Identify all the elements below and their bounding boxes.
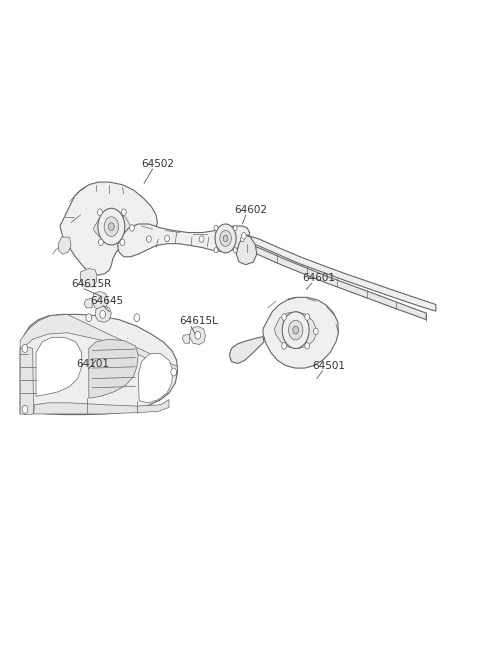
Text: 64501: 64501 [312,361,345,371]
Circle shape [134,314,140,322]
Text: 64101: 64101 [76,359,109,369]
Circle shape [22,345,28,352]
Circle shape [104,217,119,236]
Circle shape [130,225,134,231]
Circle shape [233,248,237,253]
Polygon shape [247,244,426,320]
Circle shape [240,236,244,242]
Circle shape [195,331,201,339]
Circle shape [241,233,246,239]
Circle shape [165,235,169,242]
Circle shape [233,225,237,231]
Circle shape [22,405,28,413]
Circle shape [223,235,228,242]
Circle shape [305,314,310,320]
Circle shape [214,225,218,231]
Polygon shape [236,234,257,265]
Polygon shape [94,213,131,242]
Polygon shape [275,312,317,348]
Text: 64615L: 64615L [179,316,218,326]
Circle shape [120,239,125,246]
Circle shape [171,368,177,376]
Circle shape [98,239,103,246]
Circle shape [199,236,204,242]
Text: 64645: 64645 [90,296,123,306]
Circle shape [215,224,236,253]
Polygon shape [263,297,338,368]
Polygon shape [190,326,205,345]
Polygon shape [20,314,178,375]
Polygon shape [59,237,71,254]
Circle shape [313,328,318,335]
Text: 64602: 64602 [234,205,267,215]
Circle shape [98,208,125,245]
Polygon shape [81,269,97,287]
Circle shape [282,314,287,320]
Polygon shape [36,337,82,396]
Circle shape [288,320,303,340]
Polygon shape [118,224,250,257]
Circle shape [108,223,114,231]
Text: 64502: 64502 [142,159,175,169]
Circle shape [100,310,106,318]
Text: 64615R: 64615R [71,279,111,289]
Polygon shape [95,306,111,322]
Polygon shape [92,291,108,309]
Polygon shape [84,298,92,308]
Circle shape [97,209,102,215]
Circle shape [293,326,299,334]
Circle shape [220,231,231,246]
Polygon shape [138,354,173,403]
Text: 64601: 64601 [302,273,336,283]
Polygon shape [89,339,138,398]
Polygon shape [20,347,34,415]
Circle shape [121,209,126,215]
Polygon shape [60,182,157,275]
Circle shape [86,314,92,322]
Circle shape [282,312,309,348]
Circle shape [214,248,218,253]
Polygon shape [34,400,169,414]
Polygon shape [229,337,264,364]
Polygon shape [182,334,190,343]
Circle shape [146,236,151,242]
Circle shape [282,343,287,349]
Circle shape [305,343,310,349]
Polygon shape [20,314,178,415]
Polygon shape [245,234,436,311]
